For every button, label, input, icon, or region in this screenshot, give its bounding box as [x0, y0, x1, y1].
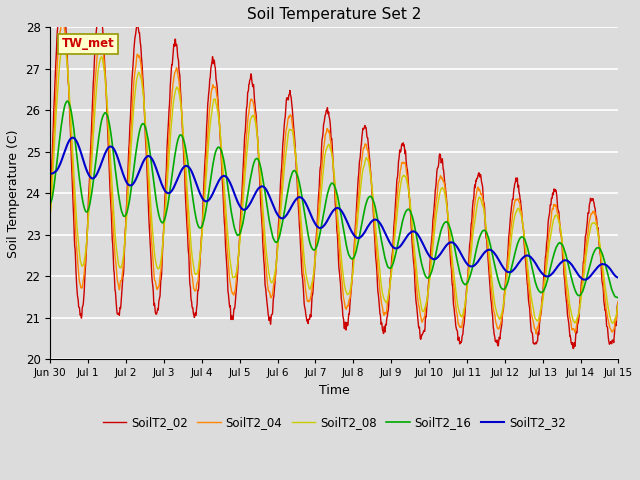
SoilT2_16 [614, 295, 622, 300]
SoilT2_04 [237, 225, 244, 230]
SoilT2_04 [497, 318, 505, 324]
Y-axis label: Soil Temperature (C): Soil Temperature (C) [7, 129, 20, 258]
Line: SoilT2_02: SoilT2_02 [50, 0, 618, 348]
SoilT2_08 [547, 229, 555, 235]
SoilT2_04 [58, 19, 66, 24]
X-axis label: Time: Time [319, 384, 349, 397]
SoilT2_02 [46, 194, 54, 200]
SoilT2_08 [497, 312, 505, 318]
SoilT2_02 [173, 44, 181, 49]
SoilT2_02 [423, 301, 431, 307]
SoilT2_16 [173, 141, 181, 146]
Title: Soil Temperature Set 2: Soil Temperature Set 2 [247, 7, 422, 22]
SoilT2_04 [423, 300, 431, 305]
SoilT2_32 [547, 272, 555, 277]
SoilT2_32 [69, 135, 77, 141]
Line: SoilT2_16: SoilT2_16 [50, 101, 618, 298]
SoilT2_32 [237, 204, 244, 210]
SoilT2_02 [614, 299, 622, 304]
SoilT2_02 [570, 346, 577, 351]
SoilT2_32 [159, 185, 167, 191]
SoilT2_32 [497, 262, 505, 267]
SoilT2_02 [497, 325, 505, 331]
Line: SoilT2_08: SoilT2_08 [50, 43, 618, 323]
SoilT2_04 [173, 66, 181, 72]
SoilT2_04 [159, 236, 167, 241]
SoilT2_02 [159, 234, 167, 240]
SoilT2_08 [159, 237, 167, 242]
SoilT2_08 [609, 320, 616, 326]
SoilT2_16 [63, 98, 71, 104]
Line: SoilT2_04: SoilT2_04 [50, 22, 618, 334]
SoilT2_02 [237, 214, 244, 220]
SoilT2_02 [547, 195, 555, 201]
SoilT2_32 [173, 177, 181, 183]
SoilT2_16 [46, 200, 54, 205]
Text: TW_met: TW_met [61, 37, 115, 50]
SoilT2_08 [614, 300, 622, 306]
SoilT2_16 [497, 285, 505, 291]
SoilT2_08 [173, 84, 181, 90]
SoilT2_16 [614, 295, 622, 300]
SoilT2_04 [548, 208, 556, 214]
SoilT2_08 [423, 296, 431, 302]
SoilT2_08 [237, 231, 244, 237]
SoilT2_32 [423, 249, 431, 255]
SoilT2_32 [614, 275, 622, 280]
SoilT2_16 [159, 219, 167, 225]
SoilT2_04 [614, 299, 622, 304]
SoilT2_04 [532, 331, 540, 337]
SoilT2_16 [547, 261, 555, 267]
SoilT2_32 [580, 277, 588, 283]
SoilT2_32 [46, 171, 54, 177]
SoilT2_16 [423, 275, 431, 281]
SoilT2_04 [46, 213, 54, 219]
Legend: SoilT2_02, SoilT2_04, SoilT2_08, SoilT2_16, SoilT2_32: SoilT2_02, SoilT2_04, SoilT2_08, SoilT2_… [98, 412, 571, 434]
SoilT2_08 [46, 209, 54, 215]
SoilT2_16 [237, 229, 244, 235]
Line: SoilT2_32: SoilT2_32 [50, 138, 618, 280]
SoilT2_08 [60, 40, 67, 46]
